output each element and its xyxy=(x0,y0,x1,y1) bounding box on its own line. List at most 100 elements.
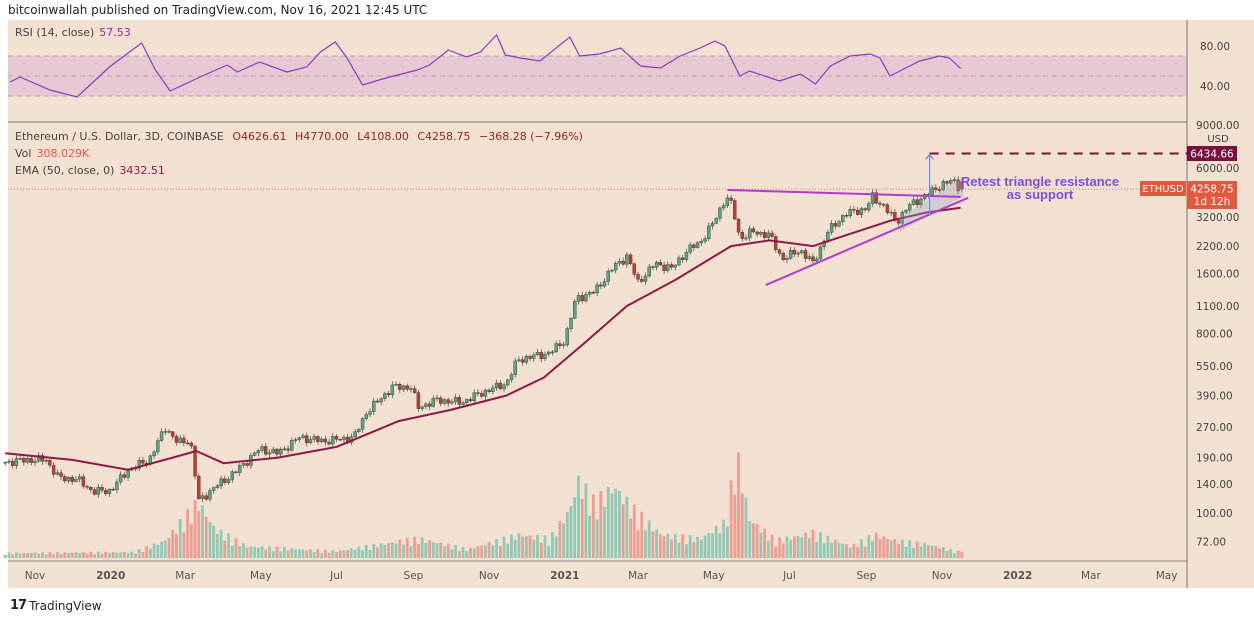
price-axis-tick: 6000.00 xyxy=(1196,163,1239,175)
candle-up xyxy=(613,262,618,271)
volume-bar xyxy=(350,548,353,558)
price-axis-tick: 800.00 xyxy=(1196,328,1233,340)
candle-down xyxy=(487,389,491,392)
volume-bar xyxy=(383,544,387,558)
volume-bar xyxy=(372,543,376,558)
candle-down xyxy=(81,476,86,487)
candle-up xyxy=(3,462,7,464)
candle-up xyxy=(744,237,748,240)
volume-bar xyxy=(81,552,85,558)
volume-bar xyxy=(208,521,212,558)
volume-bar xyxy=(275,546,279,558)
volume-bar xyxy=(361,550,364,558)
time-axis-tick: 2020 xyxy=(96,570,125,582)
rsi-legend: RSI (14, close) 57.53 xyxy=(15,26,136,39)
candle-up xyxy=(442,399,447,404)
candle-down xyxy=(63,476,67,482)
volume-bar xyxy=(193,500,197,558)
candle-down xyxy=(915,199,919,206)
candle-up xyxy=(595,284,599,294)
volume-bar xyxy=(822,543,826,558)
volume-bar xyxy=(524,536,528,558)
volume-bar xyxy=(938,548,941,558)
candle-down xyxy=(245,463,249,466)
triangle-resistance-line[interactable] xyxy=(727,188,961,198)
volume-bar xyxy=(815,541,819,558)
candle-down xyxy=(323,438,328,443)
candle-up xyxy=(453,397,458,403)
candle-up xyxy=(576,295,581,302)
price-axis-tick: 270.00 xyxy=(1196,422,1233,434)
volume-bar xyxy=(688,535,692,558)
candle-down xyxy=(852,208,856,211)
annotation-line-1: Retest triangle resistance xyxy=(961,174,1119,189)
candle-down xyxy=(528,355,532,359)
volume-bar xyxy=(424,542,428,558)
volume-bar xyxy=(491,545,495,558)
volume-bar xyxy=(85,553,89,558)
candle-down xyxy=(40,455,45,462)
price-axis-tick: 140.00 xyxy=(1196,479,1233,491)
volume-bar xyxy=(696,536,699,558)
triangle-support-line[interactable] xyxy=(765,196,969,286)
candle-down xyxy=(498,382,502,390)
drawings[interactable] xyxy=(727,152,1187,286)
candle-up xyxy=(826,232,830,242)
ticker-badge xyxy=(1140,181,1186,196)
candle-down xyxy=(878,202,882,205)
volume-bar xyxy=(454,545,458,558)
candle-up xyxy=(654,262,659,268)
volume-bar xyxy=(346,549,350,558)
volume-bar xyxy=(685,544,688,558)
candle-up xyxy=(25,458,30,463)
candle-up xyxy=(379,398,383,403)
flag-channel[interactable] xyxy=(899,176,964,232)
candle-down xyxy=(167,431,171,433)
volume-bar xyxy=(711,533,714,558)
volume-bar xyxy=(532,539,536,558)
candle-up xyxy=(37,455,41,462)
candle-up xyxy=(278,448,283,455)
candle-down xyxy=(762,232,767,238)
candle-down xyxy=(855,210,860,215)
candle-down xyxy=(479,393,484,397)
volume-bar xyxy=(130,551,134,558)
candle-down xyxy=(51,464,56,475)
volume-bar xyxy=(189,524,193,558)
tradingview-logo[interactable]: 17 TradingView xyxy=(10,598,102,613)
volume-bar xyxy=(562,523,565,558)
open-value: O4626.61 xyxy=(232,130,287,143)
volume-bar xyxy=(785,536,789,558)
candle-up xyxy=(230,471,234,480)
candle-up xyxy=(66,477,71,482)
volume-bar xyxy=(108,553,111,558)
candle-down xyxy=(386,393,391,395)
volume-bar xyxy=(264,549,268,558)
candle-down xyxy=(171,431,175,437)
bar-countdown: 1d 12h xyxy=(1194,196,1231,208)
candle-up xyxy=(532,354,536,359)
candle-up xyxy=(18,458,22,460)
candle-up xyxy=(252,452,257,456)
candle-down xyxy=(111,488,115,491)
volume-bar xyxy=(941,547,945,558)
volume-bar xyxy=(368,549,372,558)
volume-bar xyxy=(811,529,815,558)
volume-bar xyxy=(93,554,96,558)
volume-bar xyxy=(163,540,167,558)
symbol-title[interactable]: Ethereum / U.S. Dollar, 3D, COINBASE xyxy=(15,130,224,143)
volume-legend[interactable]: Vol 308.029K xyxy=(15,147,94,160)
volume-bar xyxy=(580,499,584,558)
volume-bar xyxy=(14,552,18,558)
candle-up xyxy=(587,291,592,295)
ema-legend[interactable]: EMA (50, close, 0) 3432.51 xyxy=(15,164,170,177)
symbol-legend[interactable]: Ethereum / U.S. Dollar, 3D, COINBASE O46… xyxy=(15,130,588,143)
volume-bar xyxy=(338,550,342,558)
candle-down xyxy=(468,399,473,402)
time-axis-tick: Jul xyxy=(782,570,796,582)
candle-up xyxy=(208,490,212,500)
volume-bar xyxy=(618,491,621,558)
candle-up xyxy=(818,246,823,260)
candle-down xyxy=(934,187,938,190)
